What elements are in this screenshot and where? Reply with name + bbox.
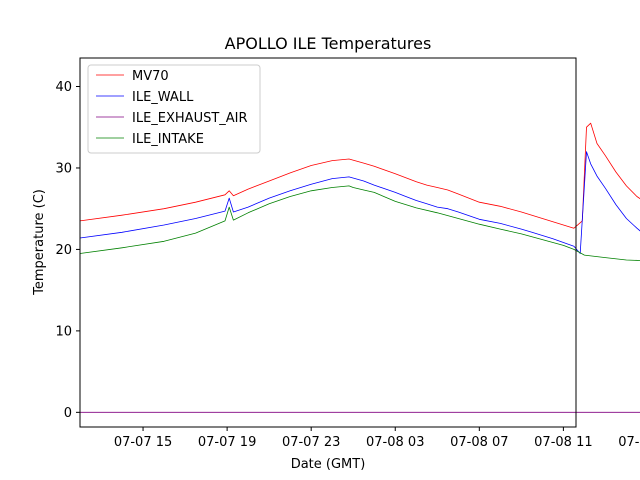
legend-label-ile-exhaust-air: ILE_EXHAUST_AIR [132, 111, 248, 126]
legend-label-ile-wall: ILE_WALL [132, 90, 194, 105]
series-line-ile-wall [79, 151, 640, 254]
x-tick-label: 07-07 19 [198, 435, 256, 450]
x-tick-label: 07-07 15 [114, 435, 172, 450]
series-line-mv70 [79, 122, 640, 229]
x-tick-label: 07-08 11 [534, 435, 592, 450]
series-layer [79, 122, 640, 413]
chart-title: APOLLO ILE Temperatures [225, 34, 432, 53]
legend-label-mv70: MV70 [132, 69, 169, 84]
series-line-ile-intake [79, 185, 640, 261]
y-tick-label: 30 [55, 161, 72, 176]
x-axis-ticks: 07-07 15 07-07 19 07-07 23 07-08 03 07-08 07… [114, 427, 640, 450]
x-tick-label: 07-08 15 [618, 435, 640, 450]
y-axis-ticks: 0 10 20 30 40 [55, 80, 80, 421]
y-tick-label: 20 [55, 243, 72, 258]
plot-frame [79, 57, 577, 428]
x-axis-label: Date (GMT) [291, 457, 366, 472]
y-axis-label: Temperature (C) [32, 189, 47, 296]
legend: MV70 ILE_WALL ILE_EXHAUST_AIR ILE_INTAKE [87, 64, 261, 154]
y-tick-label: 0 [64, 406, 72, 421]
legend-label-ile-intake: ILE_INTAKE [132, 132, 204, 147]
y-tick-label: 40 [55, 80, 72, 95]
y-tick-label: 10 [55, 324, 72, 339]
x-tick-label: 07-08 07 [450, 435, 508, 450]
x-tick-label: 07-08 03 [366, 435, 424, 450]
legend-box [87, 64, 261, 154]
x-tick-label: 07-07 23 [282, 435, 340, 450]
